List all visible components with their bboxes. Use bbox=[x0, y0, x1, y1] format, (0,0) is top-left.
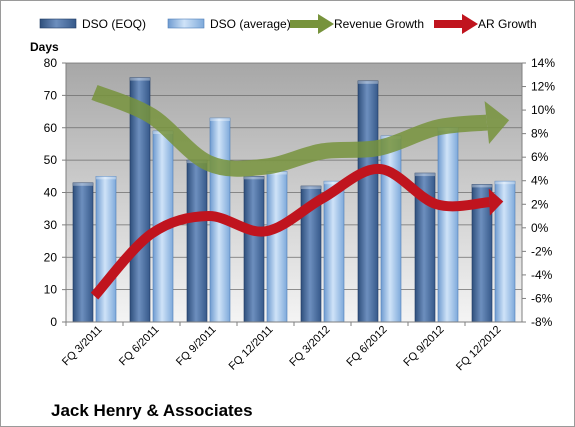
y-tick-label: 50 bbox=[44, 153, 58, 167]
y2-tick-label: 8% bbox=[531, 127, 549, 141]
legend-swatch bbox=[39, 18, 77, 29]
y2-tick-label: 4% bbox=[531, 174, 549, 188]
bar-dso-average bbox=[380, 135, 402, 323]
y2-tick-label: -4% bbox=[531, 268, 553, 282]
bar-dso-average bbox=[437, 127, 459, 323]
bar-dso-average bbox=[95, 176, 117, 323]
bar-dso-eoq bbox=[357, 80, 379, 323]
y2-tick-label: -2% bbox=[531, 244, 553, 258]
y2-tick-label: 2% bbox=[531, 197, 549, 211]
bar-highlight bbox=[73, 182, 93, 186]
bar-highlight bbox=[415, 173, 435, 177]
bar-highlight bbox=[96, 176, 116, 180]
bar-highlight bbox=[301, 186, 321, 190]
growth-lines bbox=[90, 84, 510, 300]
bar-dso-average bbox=[323, 180, 345, 323]
y-axis-ticks: 0 10 20 30 40 50 60 70 80 bbox=[44, 56, 66, 329]
legend: DSO (EOQ) DSO (average) Revenue Growth AR G… bbox=[39, 14, 537, 34]
arrowhead-ar-growth bbox=[488, 188, 504, 216]
y2-tick-label: 10% bbox=[531, 103, 555, 117]
bar-highlight bbox=[495, 181, 515, 185]
arrowhead-revenue-growth bbox=[484, 101, 510, 145]
legend-label: Revenue Growth bbox=[334, 17, 424, 31]
bar-dso-eoq bbox=[186, 159, 208, 323]
y2-tick-label: 6% bbox=[531, 150, 549, 164]
y-tick-label: 20 bbox=[44, 250, 58, 264]
y2-tick-label: 14% bbox=[531, 56, 555, 70]
y-tick-label: 0 bbox=[50, 315, 57, 329]
y-tick-label: 30 bbox=[44, 218, 58, 232]
y2-tick-label: 12% bbox=[531, 80, 555, 94]
y-axis-title: Days bbox=[30, 40, 59, 54]
y2-axis-ticks: -8% -6% -4% -2% 0% 2% 4% 6% 8% 10% 12% 14% bbox=[522, 56, 555, 329]
bar-highlight bbox=[472, 184, 492, 188]
legend-arrowhead bbox=[462, 14, 478, 34]
bar-dso-eoq bbox=[243, 176, 265, 323]
bar-highlight bbox=[130, 77, 150, 81]
y-tick-label: 70 bbox=[44, 88, 58, 102]
legend-swatch bbox=[167, 18, 205, 29]
bar-dso-eoq bbox=[72, 182, 94, 323]
bar-highlight bbox=[210, 118, 230, 122]
y-tick-label: 40 bbox=[44, 186, 58, 200]
legend-label: AR Growth bbox=[478, 17, 537, 31]
bar-highlight bbox=[244, 176, 264, 180]
y2-tick-label: -6% bbox=[531, 291, 553, 305]
legend-arrowhead bbox=[318, 14, 334, 34]
y-tick-label: 80 bbox=[44, 56, 58, 70]
bar-dso-average bbox=[266, 171, 288, 323]
legend-label: DSO (EOQ) bbox=[82, 17, 146, 31]
y-tick-label: 10 bbox=[44, 283, 58, 297]
legend-label: DSO (average) bbox=[210, 17, 291, 31]
y2-tick-label: -8% bbox=[531, 315, 553, 329]
chart-title: Jack Henry & Associates bbox=[51, 401, 253, 420]
line-revenue-growth bbox=[91, 84, 488, 177]
bar-highlight bbox=[358, 80, 378, 84]
bar-highlight bbox=[267, 171, 287, 175]
line-ar-growth bbox=[90, 163, 490, 300]
bar-highlight bbox=[324, 181, 344, 185]
y-tick-label: 60 bbox=[44, 121, 58, 135]
y2-tick-label: 0% bbox=[531, 221, 549, 235]
